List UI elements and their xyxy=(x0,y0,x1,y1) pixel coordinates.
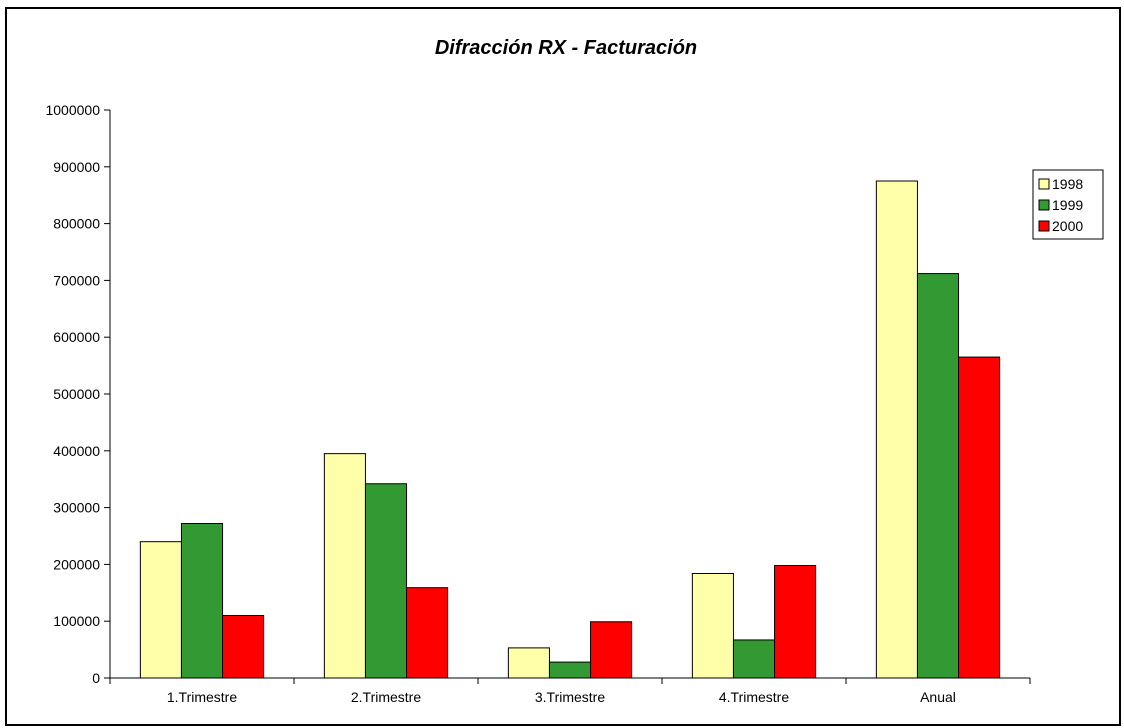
y-axis: 0 100000 200000 300000 400000 500000 600000 700… xyxy=(45,102,111,686)
legend: 1998 1999 2000 xyxy=(1032,169,1104,240)
bar-1998-5 xyxy=(875,180,918,679)
bar-1999-5 xyxy=(916,273,960,679)
y-tick-label: 200000 xyxy=(53,556,100,572)
y-tick-label: 100000 xyxy=(53,613,100,629)
bars xyxy=(139,180,1001,679)
bar-1999-4 xyxy=(732,639,776,679)
y-tick-label: 500000 xyxy=(53,386,100,402)
bar-2000-5 xyxy=(958,356,1001,679)
legend-label-1999: 1999 xyxy=(1052,197,1083,213)
bar-2000-1 xyxy=(222,615,265,679)
legend-label-1998: 1998 xyxy=(1052,176,1083,192)
x-tick-label: 1.Trimestre xyxy=(167,689,237,705)
legend-swatch-1999 xyxy=(1038,199,1050,211)
y-tick-label: 700000 xyxy=(53,272,100,288)
y-tick-label: 600000 xyxy=(53,329,100,345)
y-tick-label: 900000 xyxy=(53,159,100,175)
x-tick-label: 2.Trimestre xyxy=(351,689,421,705)
chart-title: Difracción RX - Facturación xyxy=(435,37,697,59)
x-tick-label: 3.Trimestre xyxy=(535,689,605,705)
legend-swatch-2000 xyxy=(1038,220,1050,232)
x-tick-label: Anual xyxy=(920,689,956,705)
bar-1999-1 xyxy=(180,523,224,679)
y-tick-label: 400000 xyxy=(53,443,100,459)
x-tick-label: 4.Trimestre xyxy=(719,689,789,705)
legend-label-2000: 2000 xyxy=(1052,218,1083,234)
legend-swatch-1998 xyxy=(1038,178,1050,190)
bar-1998-4 xyxy=(691,572,734,679)
y-tick-label: 300000 xyxy=(53,500,100,516)
bar-1999-2 xyxy=(364,483,408,679)
bar-1998-1 xyxy=(139,541,182,679)
y-tick-label: 1000000 xyxy=(45,102,100,118)
x-axis: 1.Trimestre 2.Trimestre 3.Trimestre 4.Trime… xyxy=(109,677,1031,705)
y-tick-label: 0 xyxy=(92,670,100,686)
bar-1999-3 xyxy=(548,661,592,679)
bar-2000-2 xyxy=(406,587,449,679)
bar-2000-3 xyxy=(590,621,633,679)
bar-1998-3 xyxy=(507,647,550,679)
y-tick-label: 800000 xyxy=(53,216,100,232)
bar-1998-2 xyxy=(323,453,366,679)
bar-2000-4 xyxy=(774,565,817,679)
